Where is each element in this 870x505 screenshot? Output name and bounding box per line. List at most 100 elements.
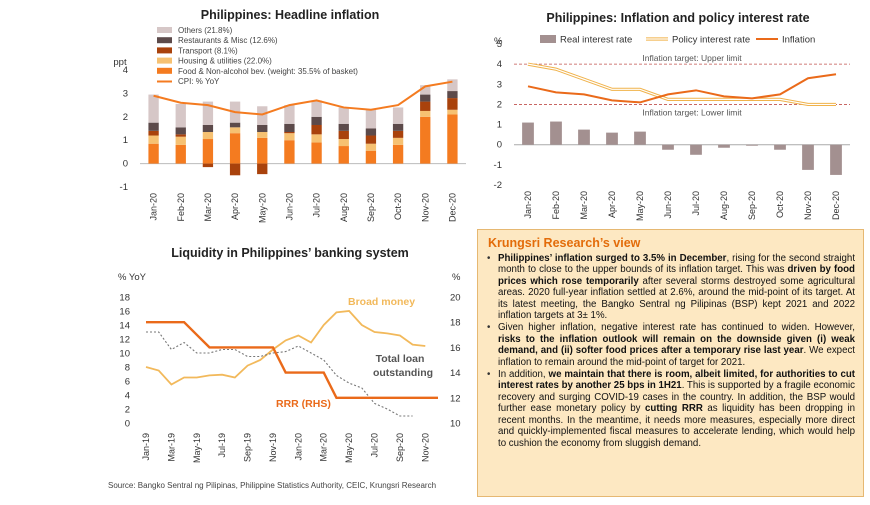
x-tick-label: Apr-20 <box>607 191 617 218</box>
legend-swatch <box>157 57 172 64</box>
legend: Real interest rate Policy interest rate In… <box>540 35 815 46</box>
y-axis-left-label: % YoY <box>118 272 147 283</box>
bold-text: Philippines’ inflation surged to 3.5% in… <box>498 253 727 264</box>
x-tick-label: Jun-20 <box>663 191 673 219</box>
headline-inflation-chart: Philippines: Headline inflation ppt Othe… <box>113 8 466 223</box>
x-tick-label: May-20 <box>635 191 645 221</box>
y-axis: -2 -1 0 1 2 3 4 5 <box>494 39 502 191</box>
others-bar <box>284 105 295 124</box>
others-bar <box>257 106 268 125</box>
series-labels: Broad money Total loan outstanding RRR (RHS… <box>276 296 433 410</box>
y-tick-label: 1 <box>123 135 128 146</box>
restaurants-bar <box>311 116 322 125</box>
y-right-tick-label: 18 <box>450 318 461 329</box>
line-group <box>145 310 438 417</box>
x-tick-label: Jul-19 <box>217 433 227 458</box>
y-axis-label: % <box>494 36 503 47</box>
y-left-tick-label: 4 <box>125 391 130 402</box>
y-tick-label: -1 <box>494 160 502 171</box>
legend-swatch <box>157 47 172 54</box>
x-tick-label: Nov-19 <box>268 433 278 462</box>
y-right-tick-label: 10 <box>450 419 461 430</box>
restaurants-bar <box>175 127 186 135</box>
y-tick-label: 4 <box>123 65 128 76</box>
research-view-panel: Krungsri Research’s view Philippines’ in… <box>477 229 864 497</box>
food-bar <box>202 139 214 164</box>
x-axis: Jan-20 Feb-20 Mar-20 Apr-20 May-20 Jun-20 Jul-… <box>514 144 850 221</box>
y-left-tick-label: 18 <box>119 293 130 304</box>
transport-bar <box>447 98 458 110</box>
x-tick-label: Jun-20 <box>284 193 294 221</box>
real_rate-bar <box>606 132 618 145</box>
x-tick-label: May-20 <box>344 433 354 463</box>
transport-bar <box>420 101 431 111</box>
transport-bar <box>148 130 159 136</box>
x-tick-label: Dec-20 <box>831 191 841 220</box>
real_rate-bar <box>830 144 842 175</box>
legend-swatch <box>157 27 172 33</box>
transport-bar <box>311 124 322 135</box>
line-group <box>527 62 837 107</box>
food-bar <box>447 114 458 164</box>
x-tick-label: Jan-20 <box>523 191 533 219</box>
restaurants-bar <box>338 123 349 131</box>
x-tick-label: Jan-20 <box>149 193 159 221</box>
legend-swatch <box>540 35 556 43</box>
y-right-tick-label: 20 <box>450 293 461 304</box>
housing-bar <box>338 139 349 147</box>
restaurants-bar <box>229 122 241 128</box>
housing-bar <box>311 134 322 143</box>
y-tick-label: 3 <box>123 88 128 99</box>
broad-money-label: Broad money <box>348 296 415 308</box>
real_rate-bar <box>690 144 702 155</box>
real_rate-bar <box>662 144 674 150</box>
y-tick-label: 5 <box>497 39 502 50</box>
others-bar <box>392 107 404 124</box>
x-tick-label: Sep-20 <box>747 191 757 220</box>
text: . We expect inflation to remain around t… <box>498 345 855 368</box>
transport-bar <box>284 132 295 134</box>
y-left-tick-label: 8 <box>125 363 130 374</box>
food-bar <box>420 116 431 164</box>
view-bullet-list: Philippines’ inflation surged to 3.5% in… <box>486 253 855 449</box>
y-left-tick-label: 12 <box>119 335 130 346</box>
y-tick-label: 2 <box>123 112 128 123</box>
others-bar <box>338 107 349 124</box>
housing-bar <box>365 143 377 151</box>
others-bar <box>420 85 431 95</box>
food-bar <box>311 142 322 164</box>
source-note: Source: Bangko Sentral ng Pilipinas, Phi… <box>108 481 437 490</box>
loans-line <box>146 331 413 417</box>
housing-bar <box>257 132 268 138</box>
text: . This is supported by a fragile economi… <box>498 380 855 415</box>
restaurants-bar <box>202 124 214 133</box>
food-bar <box>257 137 268 164</box>
rrr-label: RRR (RHS) <box>276 398 331 410</box>
bar-group <box>522 121 842 175</box>
food-bar <box>175 144 186 164</box>
view-title: Krungsri Research’s view <box>488 236 641 250</box>
legend-label: Food & Non-alcohol bev. (weight: 35.5% o… <box>178 67 358 76</box>
restaurants-bar <box>392 123 404 131</box>
reference-line-label: Inflation target: Lower limit <box>642 107 742 117</box>
housing-bar <box>420 110 431 117</box>
legend-swatch <box>157 37 172 44</box>
restaurants-bar <box>365 128 377 136</box>
housing-bar <box>148 135 159 144</box>
housing-bar <box>392 137 404 145</box>
legend-label: Housing & utilities (22.0%) <box>178 57 272 66</box>
broad_money-line <box>145 310 426 386</box>
x-tick-label: Nov-20 <box>803 191 813 220</box>
real_rate-bar <box>578 129 590 145</box>
policy_rate-line-inner <box>527 63 836 106</box>
restaurants-bar <box>284 123 295 133</box>
transport-bar <box>229 163 241 176</box>
others-bar <box>175 103 186 128</box>
x-tick-label: Mar-20 <box>319 433 329 462</box>
x-tick-label: Oct-20 <box>393 193 403 220</box>
x-tick-label: Oct-20 <box>775 191 785 218</box>
food-bar <box>229 133 241 164</box>
transport-bar <box>392 130 404 138</box>
view-bullet: Philippines’ inflation surged to 3.5% in… <box>487 253 855 321</box>
real_rate-bar <box>522 122 534 145</box>
